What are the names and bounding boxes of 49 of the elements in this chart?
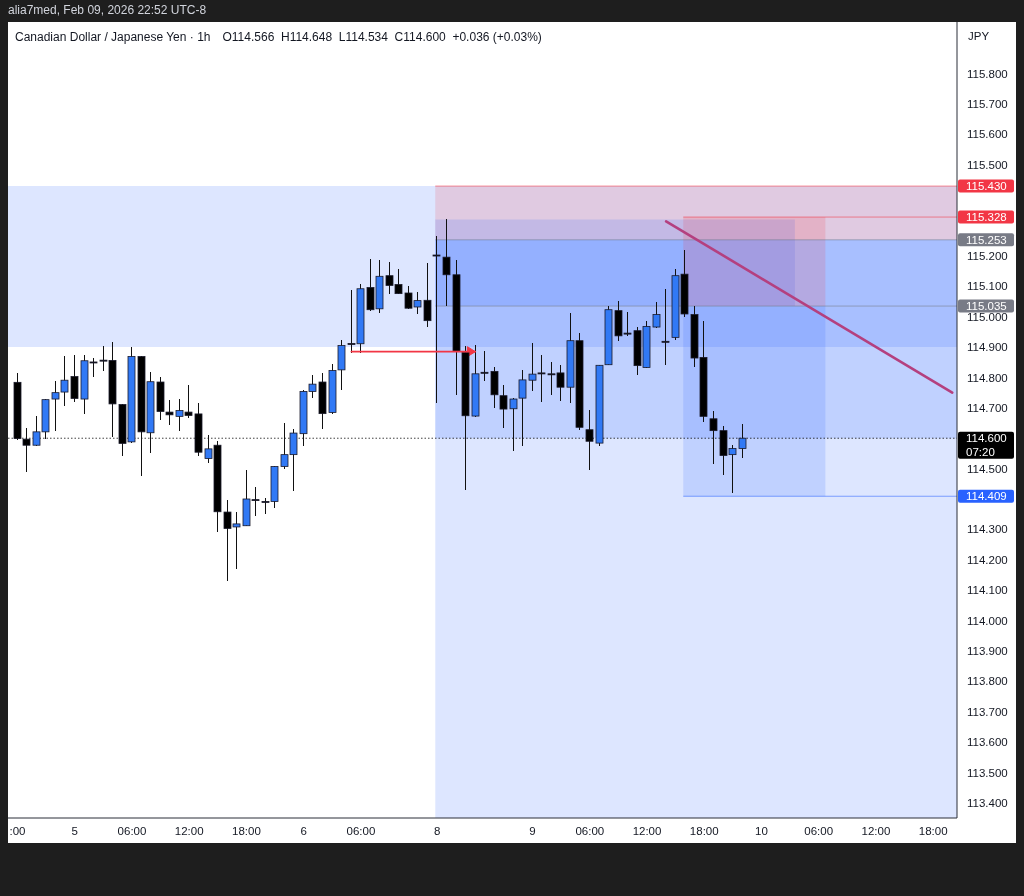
text: O114.566 H114.648 L114.534 C114.600 +0.036 (+0.03%) (222, 30, 542, 44)
y-tick-label: 114.800 (967, 371, 1008, 384)
x-tick-label: 18:00 (918, 825, 948, 838)
ref-line-label: 114.600 07:20 (966, 432, 1007, 459)
x-tick-label: 8 (433, 825, 441, 838)
x-tick-label: 06:00 (117, 825, 147, 838)
x-tick-label: 9 (529, 825, 536, 838)
x-tick-label: 10 (755, 825, 768, 838)
y-tick-label: 115.000 (967, 310, 1008, 323)
x-tick-label: 12:00 (861, 825, 891, 838)
ref-line-label: 115.253 (966, 233, 1007, 246)
y-tick-label: 113.600 (967, 736, 1008, 749)
y-tick-label: 113.500 (967, 766, 1008, 779)
x-tick-label: :00 (9, 825, 26, 838)
y-tick-label: 113.700 (967, 705, 1008, 718)
y-tick-label: 115.700 (967, 98, 1008, 111)
y-tick-label: 114.200 (967, 553, 1008, 566)
y-tick-label: 114.100 (967, 584, 1008, 597)
y-tick-label: 113.400 (967, 796, 1008, 809)
x-tick-label: 18:00 (689, 825, 719, 838)
y-axis-title: JPY (968, 30, 990, 42)
candlestick (661, 288, 670, 366)
y-tick-label: 114.900 (967, 341, 1008, 354)
ref-line-label: 115.035 (966, 300, 1007, 313)
x-tick-label: 12:00 (174, 825, 204, 838)
candlestick (432, 235, 441, 404)
y-tick-label: 114.500 (967, 462, 1008, 475)
y-tick-label: 115.200 (967, 250, 1008, 263)
y-tick-label: 114.000 (967, 614, 1008, 627)
ref-line-label: 115.328 (966, 211, 1007, 224)
y-tick-label: 115.100 (967, 280, 1008, 293)
x-tick-label: 06:00 (804, 825, 834, 838)
ref-line-label: 115.430 (966, 180, 1007, 193)
x-tick-label: 06:00 (346, 825, 376, 838)
text: alia7med, Feb 09, 2026 22:52 UTC-8 (8, 3, 207, 17)
x-tick-label: 12:00 (632, 825, 662, 838)
x-tick-label: 5 (71, 825, 78, 838)
x-tick-label: 6 (300, 825, 307, 838)
y-tick-label: 114.700 (967, 401, 1008, 414)
y-tick-label: 115.800 (967, 67, 1008, 80)
text: Canadian Dollar / Japanese Yen · 1h (15, 30, 211, 44)
x-tick-label: 06:00 (575, 825, 605, 838)
ref-line-label: 114.409 (966, 490, 1007, 503)
y-tick-label: 115.600 (967, 128, 1008, 141)
x-tick-label: 18:00 (232, 825, 261, 838)
y-tick-label: 115.500 (967, 158, 1008, 171)
y-tick-label: 114.300 (967, 523, 1008, 536)
y-tick-label: 113.900 (967, 644, 1008, 657)
y-tick-label: 113.800 (967, 675, 1008, 688)
